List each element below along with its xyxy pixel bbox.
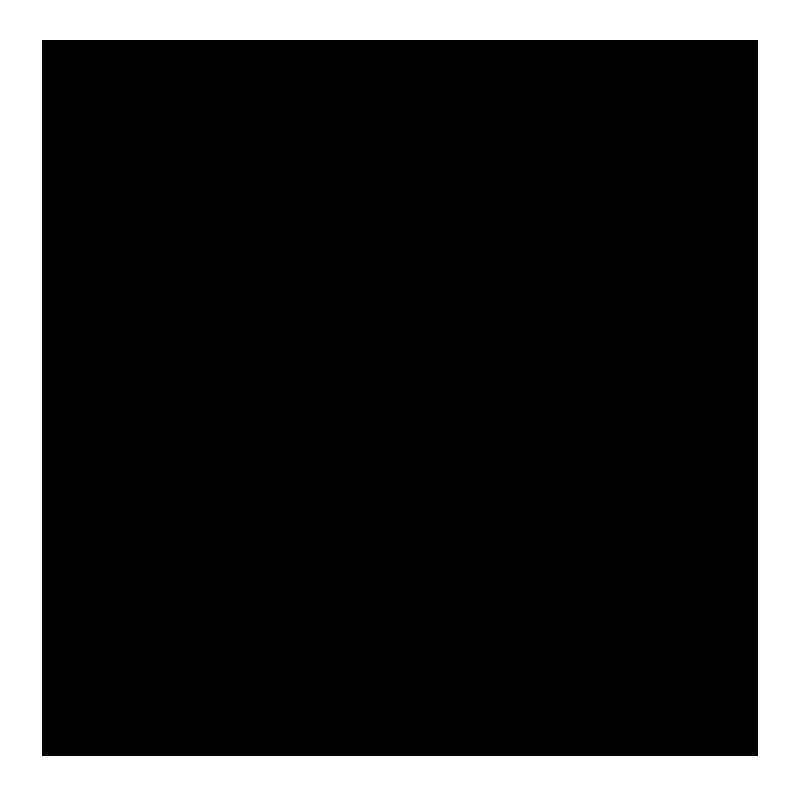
heatmap-canvas xyxy=(44,42,344,192)
chart-container xyxy=(0,0,800,800)
plot-area xyxy=(42,40,758,756)
